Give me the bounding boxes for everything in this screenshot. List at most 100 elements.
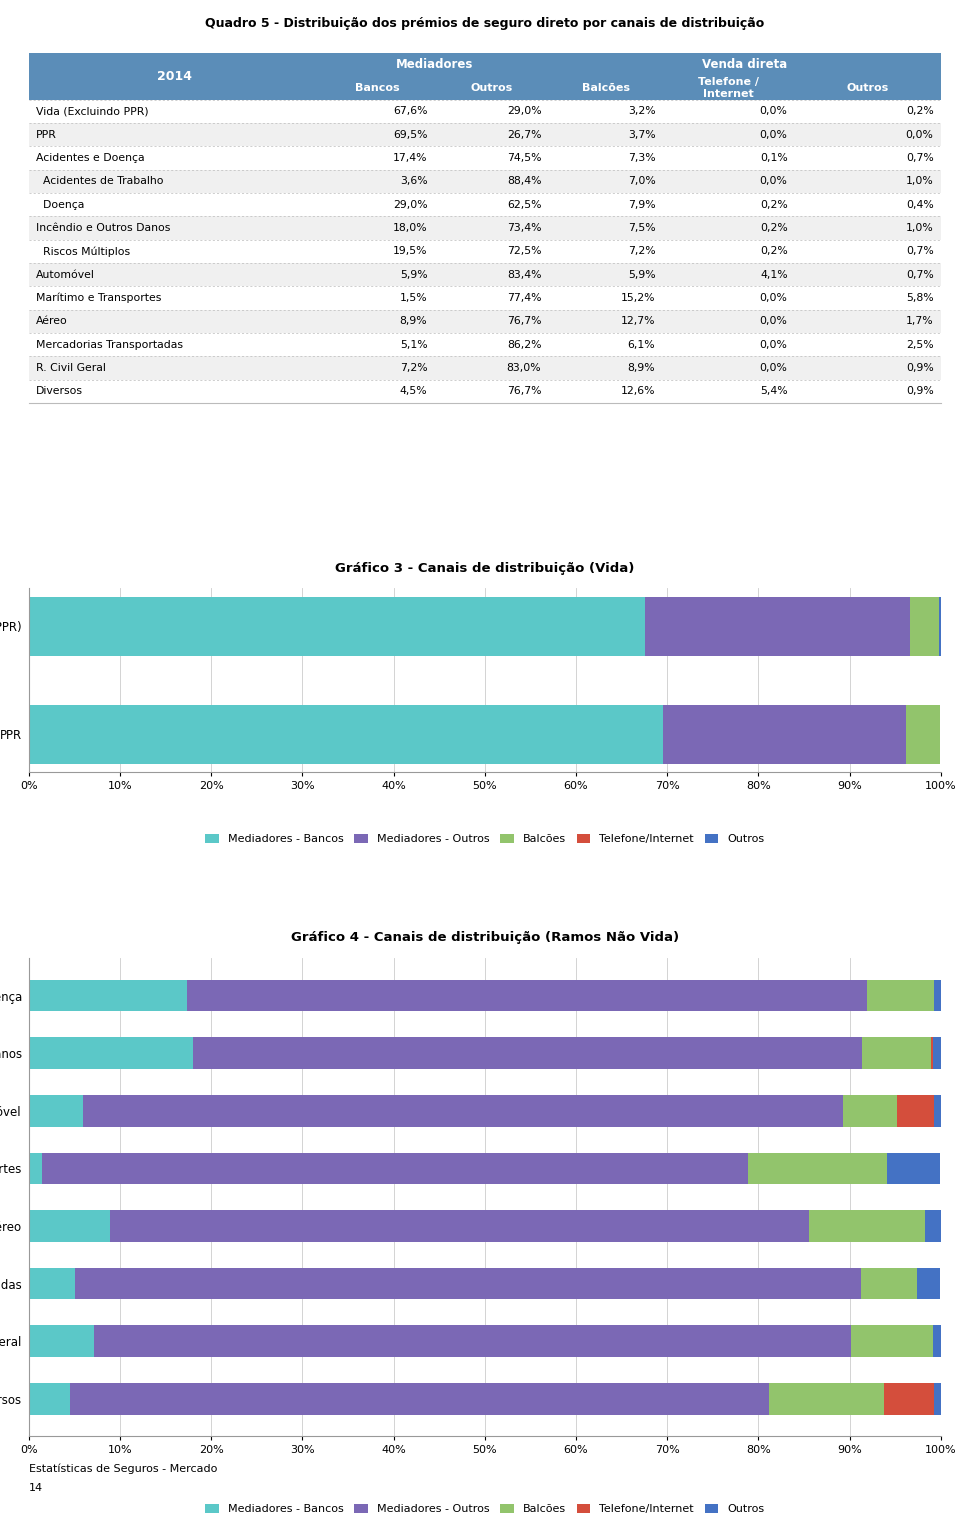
Bar (809, 1210, 925, 1242)
Text: Acidentes e Doença: Acidentes e Doença (36, 154, 145, 163)
Bar (187, 980, 867, 1011)
Text: 76,7%: 76,7% (507, 316, 541, 327)
Bar (933, 1383, 942, 1415)
Bar (29, 1325, 94, 1357)
Text: 67,6%: 67,6% (393, 106, 427, 117)
Text: 7,2%: 7,2% (399, 363, 427, 372)
Text: 18,0%: 18,0% (393, 223, 427, 233)
Text: 3,7%: 3,7% (628, 129, 656, 140)
Text: 77,4%: 77,4% (507, 293, 541, 302)
Text: 74,5%: 74,5% (507, 154, 541, 163)
Text: 1,0%: 1,0% (905, 176, 933, 187)
Text: Diversos: Diversos (36, 386, 84, 397)
Bar (83, 1094, 843, 1126)
Text: 0,2%: 0,2% (759, 246, 787, 257)
Bar (862, 1037, 931, 1069)
Text: 4,1%: 4,1% (760, 269, 787, 280)
Text: 76,7%: 76,7% (507, 386, 541, 397)
Text: 5,9%: 5,9% (628, 269, 656, 280)
Text: Outros: Outros (470, 84, 513, 93)
Bar (934, 1094, 941, 1126)
Bar (94, 1325, 852, 1357)
Text: 17,4%: 17,4% (393, 154, 427, 163)
Text: Venda direta: Venda direta (702, 58, 787, 71)
Text: Doença: Doença (36, 199, 84, 210)
Text: 19,5%: 19,5% (393, 246, 427, 257)
Text: 83,4%: 83,4% (507, 269, 541, 280)
Bar (749, 1152, 887, 1184)
Text: 7,5%: 7,5% (628, 223, 656, 233)
Bar (917, 1268, 940, 1300)
Bar (29, 310, 941, 333)
Text: 5,8%: 5,8% (906, 293, 933, 302)
Text: 73,4%: 73,4% (507, 223, 541, 233)
Text: 1,7%: 1,7% (906, 316, 933, 327)
Bar (29, 1094, 83, 1126)
Text: 0,1%: 0,1% (759, 154, 787, 163)
Bar (29, 1210, 110, 1242)
Title: Gráfico 4 - Canais de distribuição (Ramos Não Vida): Gráfico 4 - Canais de distribuição (Ramo… (291, 932, 679, 944)
Bar (29, 705, 662, 765)
Text: 0,0%: 0,0% (759, 106, 787, 117)
Bar (29, 216, 941, 240)
Bar (75, 1268, 861, 1300)
Title: Gráfico 3 - Canais de distribuição (Vida): Gráfico 3 - Canais de distribuição (Vida… (335, 562, 635, 575)
Text: 3,6%: 3,6% (399, 176, 427, 187)
Text: 7,3%: 7,3% (628, 154, 656, 163)
Bar (193, 1037, 862, 1069)
Bar (769, 1383, 884, 1415)
Text: 5,4%: 5,4% (760, 386, 787, 397)
Bar (29, 240, 941, 263)
Text: 8,9%: 8,9% (628, 363, 656, 372)
Text: 0,7%: 0,7% (905, 246, 933, 257)
Text: 88,4%: 88,4% (507, 176, 541, 187)
Text: 0,2%: 0,2% (905, 106, 933, 117)
Bar (29, 263, 941, 286)
Text: 69,5%: 69,5% (393, 129, 427, 140)
Text: 0,4%: 0,4% (905, 199, 933, 210)
Text: 1,0%: 1,0% (905, 223, 933, 233)
Text: 0,2%: 0,2% (759, 199, 787, 210)
Text: 3,2%: 3,2% (628, 106, 656, 117)
Text: 1,5%: 1,5% (399, 293, 427, 302)
Bar (29, 286, 941, 310)
Text: 7,9%: 7,9% (628, 199, 656, 210)
Text: Bancos: Bancos (355, 84, 400, 93)
Text: Telefone /
Internet: Telefone / Internet (698, 78, 759, 99)
Bar (906, 705, 940, 765)
Text: 2,5%: 2,5% (906, 339, 933, 350)
Text: Automóvel: Automóvel (36, 269, 95, 280)
Text: 29,0%: 29,0% (507, 106, 541, 117)
Text: 0,7%: 0,7% (905, 269, 933, 280)
Bar (861, 1268, 917, 1300)
Text: Riscos Múltiplos: Riscos Múltiplos (36, 246, 131, 257)
Legend: Mediadores - Bancos, Mediadores - Outros, Balcões, Telefone/Internet, Outros: Mediadores - Bancos, Mediadores - Outros… (201, 830, 769, 848)
Bar (939, 597, 941, 657)
Bar (934, 980, 941, 1011)
Text: Balcões: Balcões (582, 84, 630, 93)
Bar (867, 980, 933, 1011)
Text: 0,0%: 0,0% (905, 129, 933, 140)
Text: 2014: 2014 (157, 70, 192, 84)
Bar (29, 333, 941, 356)
Bar (29, 193, 941, 216)
Bar (884, 1383, 933, 1415)
Text: 0,9%: 0,9% (905, 386, 933, 397)
Text: 0,0%: 0,0% (759, 293, 787, 302)
Text: 14: 14 (29, 1482, 43, 1493)
Bar (29, 1037, 193, 1069)
Text: 6,1%: 6,1% (628, 339, 656, 350)
Text: 0,0%: 0,0% (759, 316, 787, 327)
Text: 0,0%: 0,0% (759, 129, 787, 140)
Text: 12,6%: 12,6% (621, 386, 656, 397)
Text: 83,0%: 83,0% (507, 363, 541, 372)
Bar (910, 597, 939, 657)
Text: Quadro 5 - Distribuição dos prémios de seguro direto por canais de distribuição: Quadro 5 - Distribuição dos prémios de s… (205, 17, 764, 30)
Bar (29, 356, 941, 380)
Bar (29, 380, 941, 403)
Bar (110, 1210, 809, 1242)
Text: 0,0%: 0,0% (759, 363, 787, 372)
Text: Mercadorias Transportadas: Mercadorias Transportadas (36, 339, 183, 350)
Text: 0,0%: 0,0% (759, 339, 787, 350)
Legend: Mediadores - Bancos, Mediadores - Outros, Balcões, Telefone/Internet, Outros: Mediadores - Bancos, Mediadores - Outros… (201, 1499, 769, 1518)
